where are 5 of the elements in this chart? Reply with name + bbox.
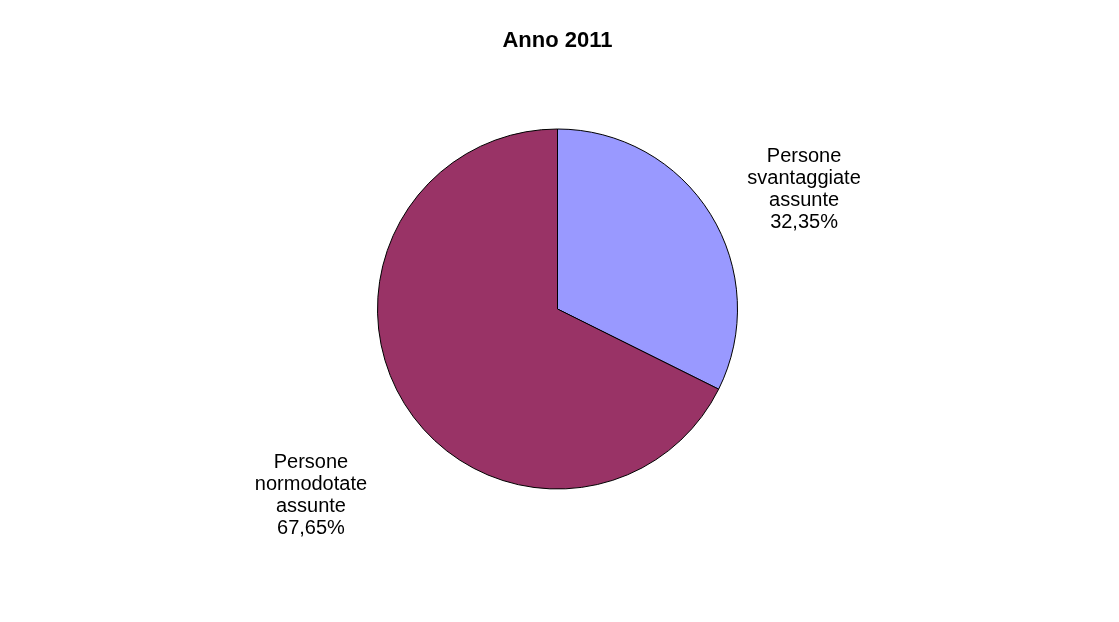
data-label: 67,65%: [277, 515, 346, 538]
slice-label: Persone normodotate assunte: [254, 449, 368, 516]
slice-label: Persone svantaggiate assunte: [747, 144, 861, 211]
chart-title: Anno 2011: [502, 27, 613, 52]
data-label: 32,35%: [770, 210, 839, 233]
